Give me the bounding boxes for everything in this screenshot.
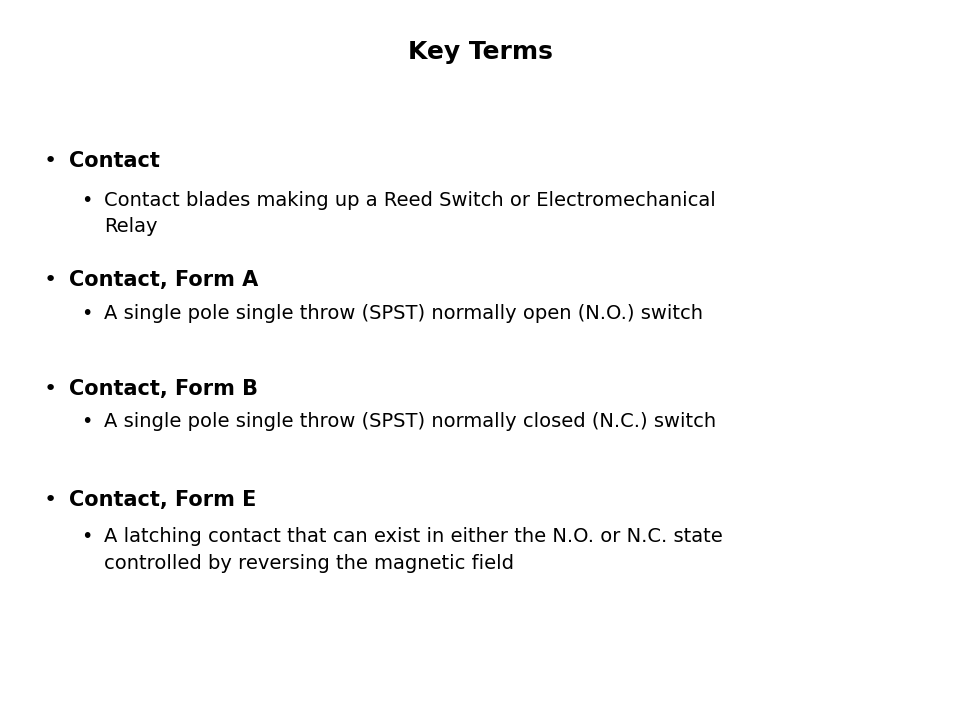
Text: •: • — [43, 379, 57, 400]
Text: A single pole single throw (SPST) normally closed (N.C.) switch: A single pole single throw (SPST) normal… — [104, 412, 716, 431]
Text: Contact: Contact — [69, 151, 160, 171]
Text: •: • — [81, 527, 92, 546]
Text: •: • — [81, 191, 92, 210]
Text: Contact, Form B: Contact, Form B — [69, 379, 258, 400]
Text: Contact, Form A: Contact, Form A — [69, 270, 258, 290]
Text: Key Terms: Key Terms — [408, 40, 552, 63]
Text: •: • — [81, 304, 92, 323]
Text: •: • — [43, 151, 57, 171]
Text: •: • — [81, 412, 92, 431]
Text: •: • — [43, 490, 57, 510]
Text: Contact, Form E: Contact, Form E — [69, 490, 256, 510]
Text: A latching contact that can exist in either the N.O. or N.C. state
controlled by: A latching contact that can exist in eit… — [104, 527, 723, 572]
Text: Contact blades making up a Reed Switch or Electromechanical
Relay: Contact blades making up a Reed Switch o… — [104, 191, 715, 236]
Text: A single pole single throw (SPST) normally open (N.O.) switch: A single pole single throw (SPST) normal… — [104, 304, 703, 323]
Text: •: • — [43, 270, 57, 290]
